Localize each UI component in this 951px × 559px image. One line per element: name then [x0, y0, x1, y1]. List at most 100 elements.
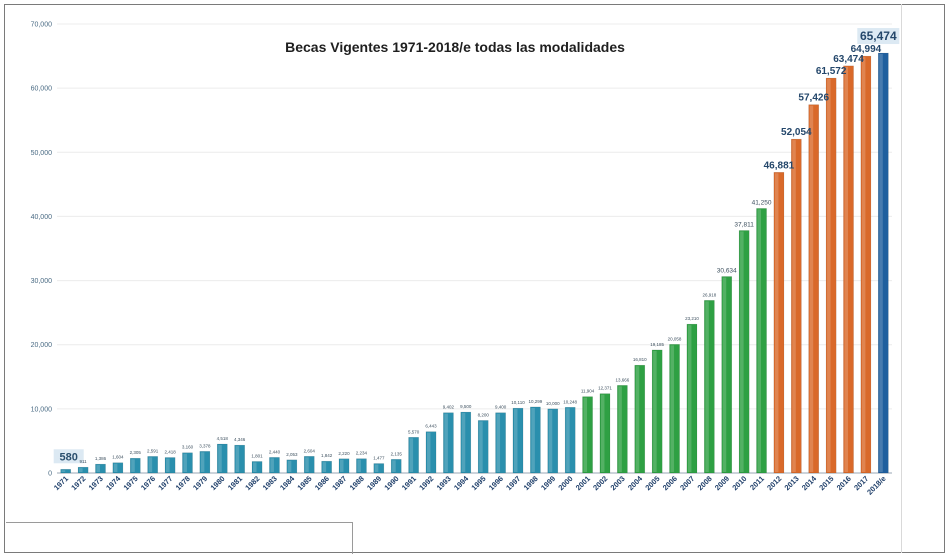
bar: [756, 208, 767, 474]
value-label: 5,570: [408, 429, 420, 434]
y-tick-label: 20,000: [31, 342, 53, 349]
bar: [530, 406, 541, 474]
chart-title: Becas Vigentes 1971-2018/e todas las mod…: [285, 39, 625, 55]
x-tick-label: 1989: [365, 474, 383, 492]
value-label: 1,477: [373, 456, 385, 461]
x-tick-label: 1972: [69, 474, 87, 492]
value-label: 52,054: [781, 127, 812, 138]
x-tick-label: 1984: [278, 473, 297, 492]
y-tick-label: 60,000: [31, 86, 53, 93]
x-tick-label: 2007: [678, 474, 696, 492]
bar-highlight: [740, 231, 744, 472]
x-tick-label: 1997: [504, 474, 522, 492]
value-label: 10,110: [511, 400, 525, 405]
bar-highlight: [461, 413, 466, 472]
bar-highlight: [513, 409, 518, 472]
x-tick-label: 1985: [295, 474, 313, 492]
bar: [512, 407, 524, 474]
bar-highlight: [861, 57, 866, 472]
value-label: 41,250: [752, 199, 772, 206]
value-label: 37,811: [734, 221, 754, 228]
bar: [617, 385, 628, 474]
x-tick-label: 1973: [87, 474, 105, 492]
y-axis-ticks: 0 10,000 20,000 30,000 40,000 50,000 60,000 70,…: [31, 22, 53, 478]
bar: [356, 458, 367, 474]
x-tick-label: 2005: [643, 474, 661, 492]
value-label: 13,666: [615, 377, 629, 382]
x-tick-label: 2014: [800, 473, 819, 492]
bar-highlight: [635, 366, 640, 472]
label-highlight-box: [857, 28, 900, 45]
bar-highlight: [183, 453, 187, 472]
value-label: 61,572: [816, 66, 847, 77]
bars: [60, 52, 889, 474]
bar-highlight: [305, 457, 309, 472]
bar-highlight: [392, 460, 396, 472]
x-tick-label: 1977: [156, 474, 174, 492]
y-tick-label: 0: [48, 471, 52, 478]
bar: [408, 437, 419, 474]
bar-highlight: [705, 301, 709, 472]
bar-highlight: [131, 459, 135, 472]
x-tick-label: 2000: [556, 474, 574, 492]
x-tick-label: 1971: [52, 474, 70, 492]
value-label: 9,400: [495, 405, 507, 410]
value-label: 9,402: [443, 405, 455, 410]
bar-highlight: [61, 470, 66, 472]
bar-highlight: [583, 397, 588, 472]
bar: [251, 461, 263, 474]
value-label: 2,604: [304, 448, 316, 453]
bar-highlight: [253, 462, 257, 472]
value-label: 2,418: [164, 449, 176, 454]
x-tick-label: 2010: [730, 474, 748, 492]
bar: [669, 344, 680, 474]
bar: [269, 457, 280, 474]
bar: [547, 408, 559, 474]
x-tick-label: 1975: [122, 474, 140, 492]
bar: [651, 349, 663, 474]
bar: [164, 457, 176, 474]
x-tick-label: 2004: [626, 473, 645, 492]
bar-highlight: [166, 458, 170, 472]
bar-highlight: [600, 394, 605, 472]
bar: [791, 138, 802, 474]
bar-highlight: [148, 457, 153, 472]
bar: [738, 230, 750, 474]
bar-highlight: [531, 407, 535, 472]
bar: [373, 463, 385, 474]
bar: [95, 463, 106, 474]
value-label: 580: [60, 451, 78, 463]
bar-highlight: [322, 462, 327, 472]
bar: [390, 459, 402, 474]
value-label: 63,474: [833, 54, 864, 65]
bar: [286, 459, 298, 474]
x-tick-label: 1990: [382, 474, 400, 492]
value-label: 1,842: [321, 453, 333, 458]
bar-highlight: [113, 463, 118, 472]
value-label: 20,058: [668, 336, 682, 341]
value-label: 911: [80, 459, 88, 464]
bar: [443, 412, 454, 474]
x-tick-label: 1998: [522, 474, 540, 492]
x-tick-label: 1974: [104, 473, 123, 492]
bar-highlight: [79, 468, 83, 472]
value-label: 65,474: [860, 29, 897, 43]
bar-highlight: [235, 446, 240, 472]
bar: [425, 431, 437, 474]
bar-highlight: [792, 140, 796, 472]
x-tick-label: 1992: [417, 474, 435, 492]
empty-cell-box: [6, 522, 353, 554]
x-tick-label: 1993: [435, 474, 453, 492]
bar: [112, 462, 124, 474]
x-tick-label: 1995: [469, 474, 487, 492]
x-tick-label: 2003: [609, 474, 627, 492]
x-tick-label: 2018/e: [865, 474, 888, 497]
value-labels: 580 911 1,386 1,604 2,305 2,591 2,418 3,160 3,37…: [53, 28, 900, 464]
x-tick-label: 1988: [348, 474, 366, 492]
bar-highlight: [374, 464, 379, 472]
y-tick-label: 40,000: [31, 214, 53, 221]
bar-highlight: [357, 459, 361, 472]
value-label: 23,210: [685, 316, 699, 321]
x-tick-label: 2012: [765, 474, 783, 492]
bar: [182, 452, 193, 474]
